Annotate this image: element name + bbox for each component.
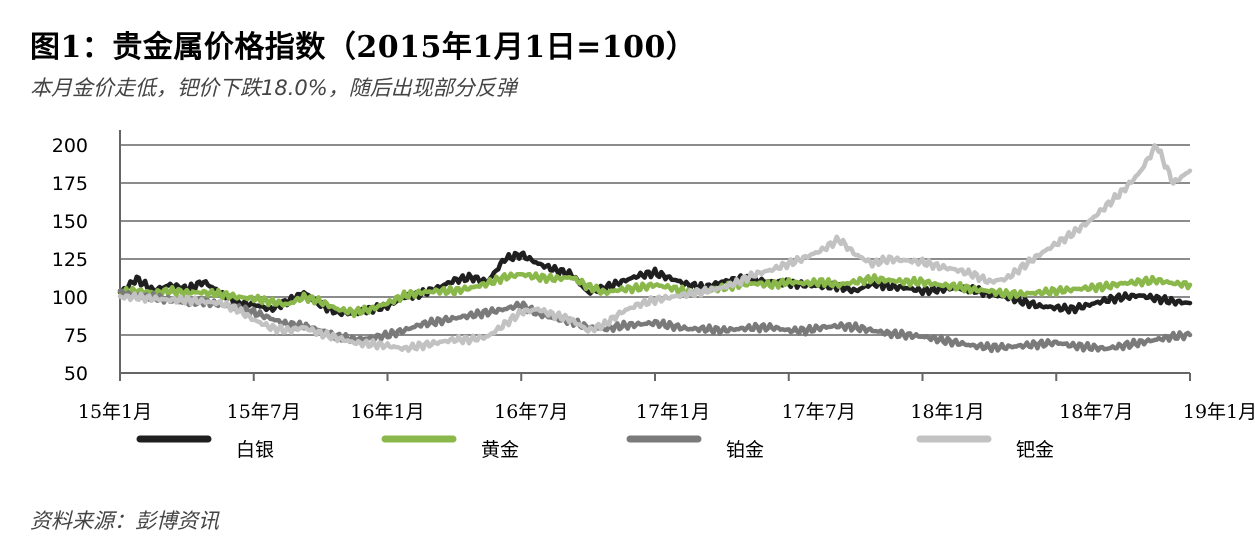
page-subtitle: 本月金价走低，钯价下跌18.0%，随后出现部分反弹 bbox=[30, 76, 517, 100]
y-tick-label: 50 bbox=[64, 363, 88, 385]
y-tick-label: 150 bbox=[52, 211, 88, 233]
x-tick-label: 19年1月 bbox=[1183, 401, 1255, 423]
y-tick-label: 175 bbox=[52, 173, 88, 195]
source-note: 资料来源：彭博资讯 bbox=[30, 509, 219, 533]
legend-label: 黄金 bbox=[481, 439, 519, 461]
x-tick-label: 18年7月 bbox=[1059, 401, 1133, 423]
legend-label: 白银 bbox=[236, 439, 274, 461]
legend-label: 钯金 bbox=[1016, 439, 1054, 461]
series-line-3 bbox=[117, 143, 1193, 353]
legend-label: 铂金 bbox=[726, 439, 764, 461]
y-tick-label: 100 bbox=[52, 287, 88, 309]
y-tick-label: 125 bbox=[52, 249, 88, 271]
series-line-2 bbox=[117, 288, 1193, 354]
page-title: 图1：贵金属价格指数（2015年1月1日=100） bbox=[30, 30, 697, 65]
y-tick-label: 200 bbox=[52, 135, 88, 157]
x-tick-label: 18年1月 bbox=[910, 401, 984, 423]
x-tick-label: 17年7月 bbox=[782, 401, 856, 423]
x-tick-label: 16年1月 bbox=[350, 401, 424, 423]
x-tick-label: 15年1月 bbox=[78, 401, 152, 423]
x-tick-label: 17年1月 bbox=[636, 401, 710, 423]
series-line-1 bbox=[117, 271, 1193, 319]
y-tick-label: 75 bbox=[64, 325, 88, 347]
x-tick-label: 16年7月 bbox=[494, 401, 568, 423]
x-tick-label: 15年7月 bbox=[227, 401, 301, 423]
